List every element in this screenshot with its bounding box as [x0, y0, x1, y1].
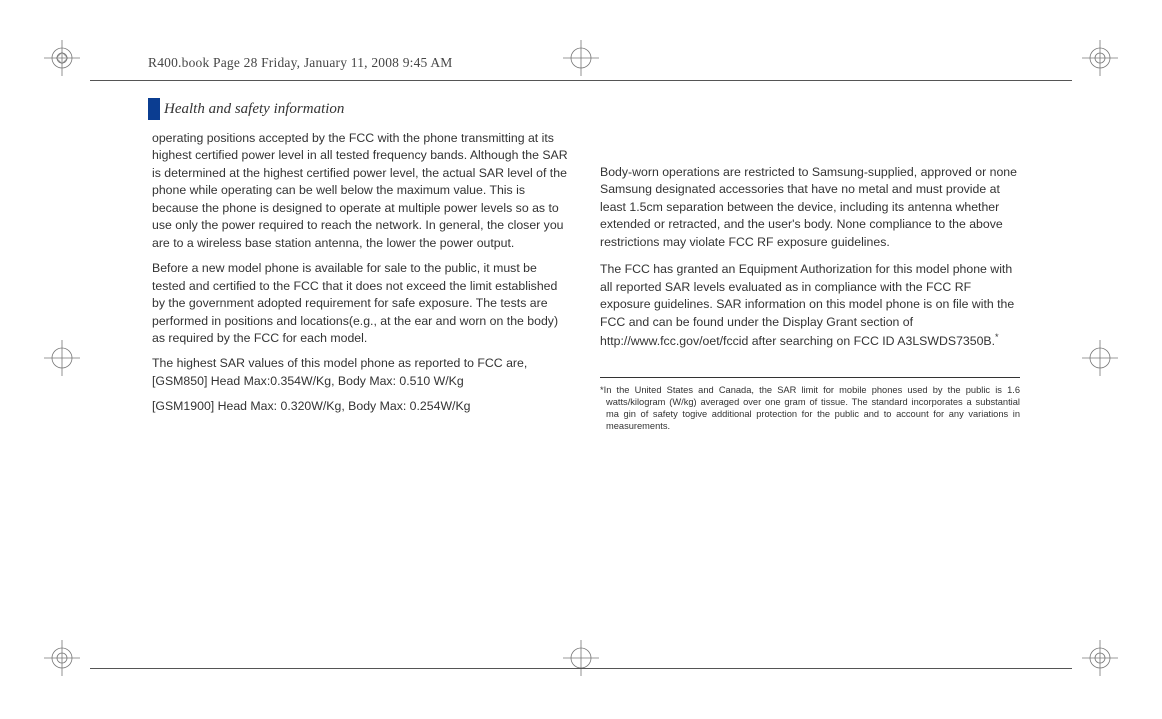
- body-paragraph: operating positions accepted by the FCC …: [152, 130, 572, 252]
- body-paragraph: Before a new model phone is available fo…: [152, 260, 572, 347]
- footnote-separator: [600, 377, 1020, 378]
- registration-mark-icon: [1082, 40, 1118, 76]
- registration-mark-icon: [563, 640, 599, 676]
- body-paragraph: [GSM1900] Head Max: 0.320W/Kg, Body Max:…: [152, 398, 572, 415]
- registration-mark-icon: [44, 640, 80, 676]
- footnote-text: *In the United States and Canada, the SA…: [600, 384, 1020, 433]
- section-accent-bar: [148, 98, 160, 120]
- left-column: operating positions accepted by the FCC …: [152, 130, 572, 443]
- crop-rule-top: [90, 80, 1072, 81]
- registration-mark-icon: [1082, 340, 1118, 376]
- content-area: operating positions accepted by the FCC …: [152, 130, 1022, 443]
- section-title: Health and safety information: [164, 101, 344, 118]
- right-column: Body-worn operations are restricted to S…: [600, 130, 1020, 443]
- body-text: The FCC has granted an Equipment Authori…: [600, 262, 1014, 348]
- body-paragraph: Body-worn operations are restricted to S…: [600, 164, 1020, 251]
- registration-mark-icon: [563, 40, 599, 76]
- registration-mark-icon: [44, 40, 80, 76]
- footnote-ref: *: [995, 332, 999, 342]
- body-paragraph: The FCC has granted an Equipment Authori…: [600, 261, 1020, 350]
- registration-mark-icon: [1082, 640, 1118, 676]
- body-paragraph: The highest SAR values of this model pho…: [152, 355, 572, 390]
- section-header: Health and safety information: [148, 98, 344, 120]
- crop-rule-bottom: [90, 668, 1072, 669]
- registration-mark-icon: [44, 340, 80, 376]
- page-header-line: R400.book Page 28 Friday, January 11, 20…: [148, 55, 452, 71]
